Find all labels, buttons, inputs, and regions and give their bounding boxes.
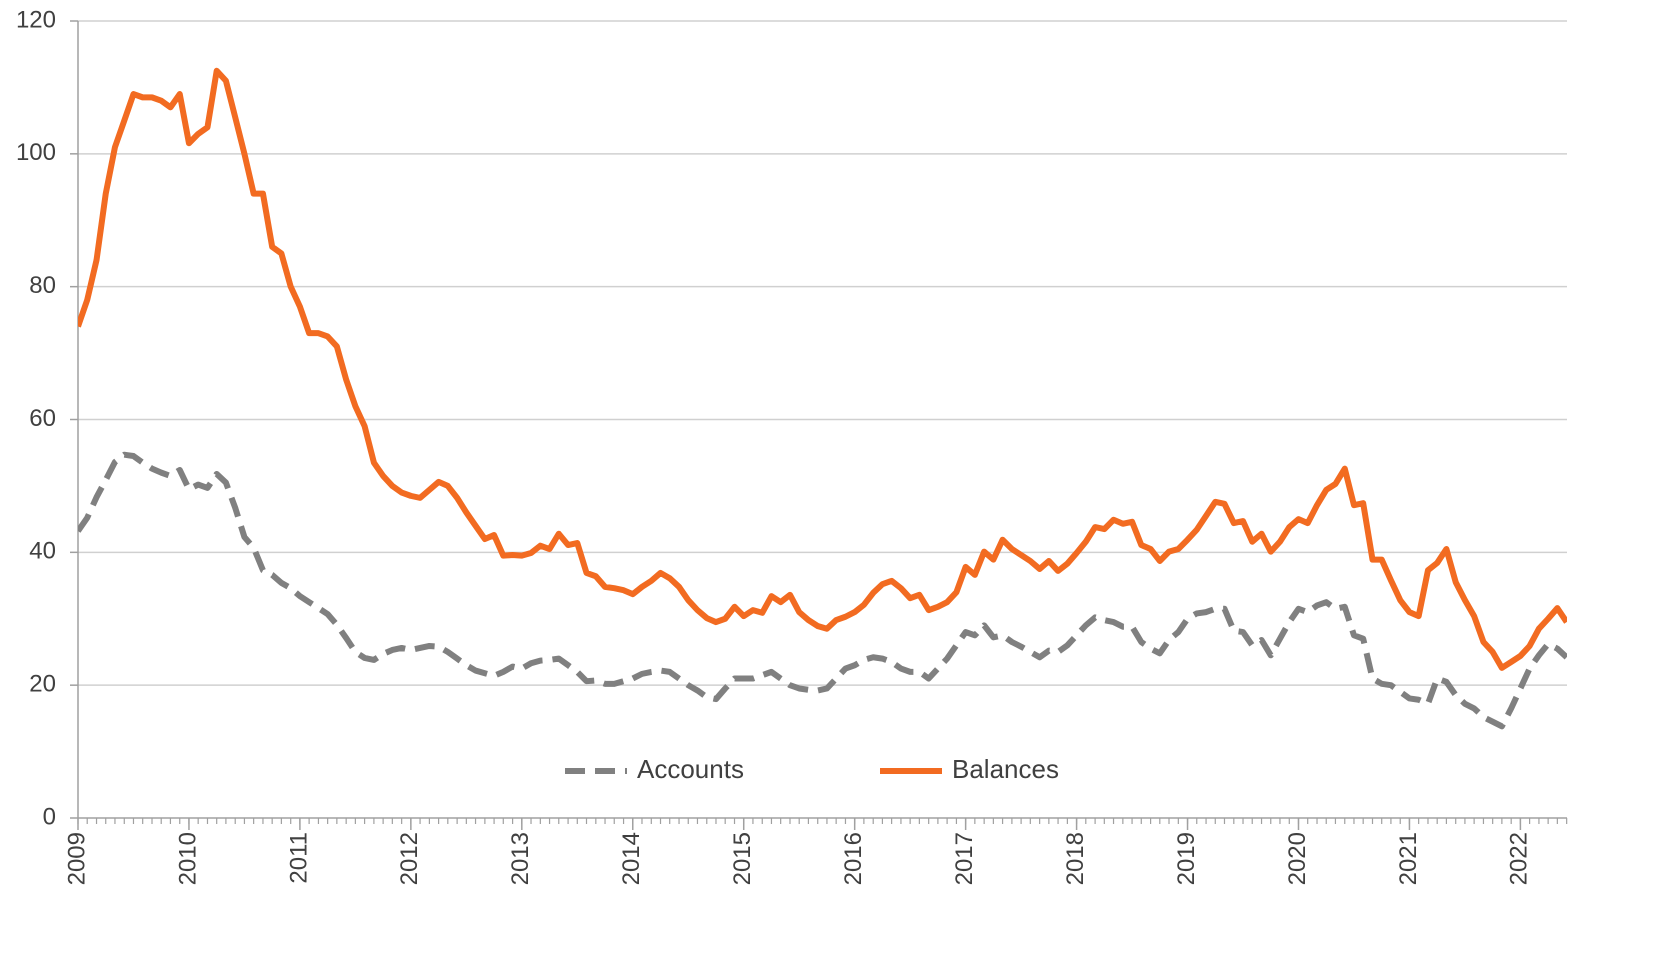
x-tick-label: 2018 (1062, 832, 1089, 885)
series-line (78, 67, 1567, 671)
x-tick-label: 2020 (1284, 832, 1311, 885)
y-tick-label: 80 (29, 272, 56, 299)
x-tick-label: 2017 (951, 832, 978, 885)
legend-label: Balances (952, 754, 1059, 784)
x-tick-label: 2019 (1173, 832, 1200, 885)
x-tick-label: 2022 (1506, 832, 1533, 885)
legend-label: Accounts (637, 754, 744, 784)
x-tick-label: 2014 (618, 832, 645, 885)
x-tick-label: 2016 (840, 832, 867, 885)
x-tick-label: 2009 (63, 832, 90, 885)
x-tick-label: 2011 (285, 832, 312, 884)
y-tick-label: 0 (43, 803, 56, 830)
x-tick-label: 2012 (396, 832, 423, 885)
y-tick-label: 40 (29, 538, 56, 565)
x-tick-label: 2013 (507, 832, 534, 885)
y-tick-label: 120 (16, 6, 56, 33)
x-tick-label: 2021 (1395, 832, 1422, 885)
y-tick-label: 100 (16, 139, 56, 166)
y-tick-label: 60 (29, 405, 56, 432)
y-tick-label: 20 (29, 671, 56, 698)
series-line (78, 451, 1567, 730)
x-tick-label: 2010 (174, 832, 201, 885)
x-tick-label: 2015 (729, 832, 756, 885)
